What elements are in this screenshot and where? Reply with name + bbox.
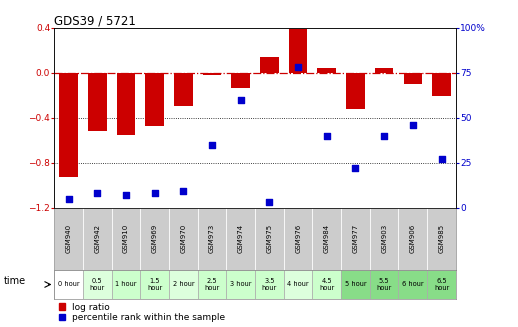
FancyBboxPatch shape xyxy=(398,270,427,299)
Text: GSM985: GSM985 xyxy=(439,224,444,253)
Text: GSM940: GSM940 xyxy=(66,224,71,253)
FancyBboxPatch shape xyxy=(255,270,284,299)
FancyBboxPatch shape xyxy=(341,270,370,299)
Point xyxy=(323,133,331,138)
Text: 6.5
hour: 6.5 hour xyxy=(434,278,449,291)
Text: GSM910: GSM910 xyxy=(123,224,129,253)
Text: GDS39 / 5721: GDS39 / 5721 xyxy=(54,15,136,28)
Text: 0.5
hour: 0.5 hour xyxy=(90,278,105,291)
FancyBboxPatch shape xyxy=(284,270,312,299)
Text: GSM973: GSM973 xyxy=(209,224,215,253)
Bar xyxy=(146,73,164,126)
Point xyxy=(265,199,274,205)
Point xyxy=(65,196,73,201)
Point xyxy=(93,191,102,196)
Bar xyxy=(232,73,250,89)
Bar xyxy=(375,68,394,73)
FancyBboxPatch shape xyxy=(312,270,341,299)
Point xyxy=(122,192,130,198)
Text: 1 hour: 1 hour xyxy=(116,282,137,287)
FancyBboxPatch shape xyxy=(427,270,456,299)
Bar xyxy=(260,57,279,73)
Bar xyxy=(346,73,365,109)
FancyBboxPatch shape xyxy=(140,270,169,299)
Point xyxy=(151,191,159,196)
Point xyxy=(208,142,216,147)
Text: GSM970: GSM970 xyxy=(180,224,186,253)
Bar xyxy=(289,29,308,73)
Text: 2.5
hour: 2.5 hour xyxy=(205,278,220,291)
Bar xyxy=(318,68,336,73)
Legend: log ratio, percentile rank within the sample: log ratio, percentile rank within the sa… xyxy=(59,303,225,322)
Text: GSM974: GSM974 xyxy=(238,224,244,253)
Text: 5.5
hour: 5.5 hour xyxy=(377,278,392,291)
Text: time: time xyxy=(4,276,26,286)
Text: 3.5
hour: 3.5 hour xyxy=(262,278,277,291)
FancyBboxPatch shape xyxy=(226,270,255,299)
Text: GSM903: GSM903 xyxy=(381,224,387,253)
Point xyxy=(237,97,245,102)
Text: 2 hour: 2 hour xyxy=(172,282,194,287)
Text: GSM942: GSM942 xyxy=(94,224,100,253)
Text: 4 hour: 4 hour xyxy=(287,282,309,287)
Bar xyxy=(404,73,422,84)
FancyBboxPatch shape xyxy=(54,270,83,299)
Text: GSM975: GSM975 xyxy=(266,224,272,253)
Text: 4.5
hour: 4.5 hour xyxy=(319,278,335,291)
Bar xyxy=(174,73,193,107)
Point xyxy=(179,189,188,194)
FancyBboxPatch shape xyxy=(112,270,140,299)
Bar xyxy=(432,73,451,96)
Text: GSM984: GSM984 xyxy=(324,224,330,253)
FancyBboxPatch shape xyxy=(169,270,198,299)
Text: 5 hour: 5 hour xyxy=(344,282,366,287)
Text: GSM976: GSM976 xyxy=(295,224,301,253)
Text: 3 hour: 3 hour xyxy=(230,282,252,287)
Point xyxy=(380,133,388,138)
FancyBboxPatch shape xyxy=(198,270,226,299)
Text: 1.5
hour: 1.5 hour xyxy=(147,278,162,291)
FancyBboxPatch shape xyxy=(83,270,112,299)
Text: GSM977: GSM977 xyxy=(352,224,358,253)
Text: GSM969: GSM969 xyxy=(152,224,158,253)
Bar xyxy=(88,73,107,131)
Text: 0 hour: 0 hour xyxy=(58,282,80,287)
Point xyxy=(351,165,359,171)
Text: 6 hour: 6 hour xyxy=(402,282,424,287)
Point xyxy=(437,156,445,162)
Point xyxy=(294,65,303,70)
Bar xyxy=(60,73,78,177)
Bar xyxy=(117,73,135,135)
Point xyxy=(409,122,417,128)
Bar xyxy=(203,73,221,75)
Text: GSM906: GSM906 xyxy=(410,224,416,253)
FancyBboxPatch shape xyxy=(370,270,398,299)
